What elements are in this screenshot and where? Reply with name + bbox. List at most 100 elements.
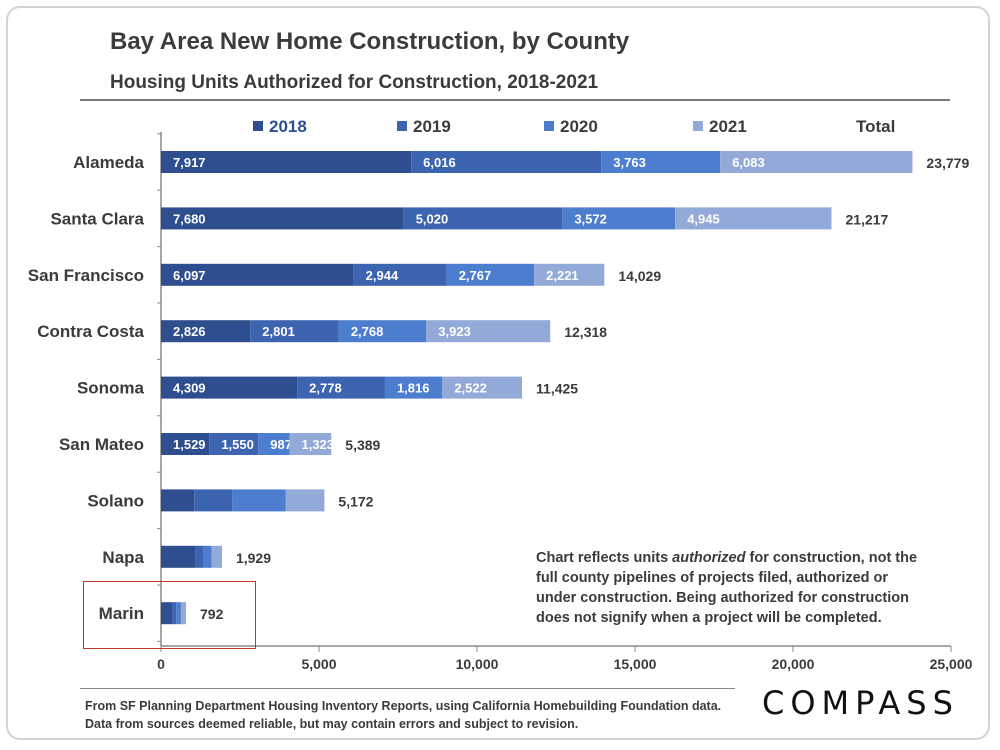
bar-value-label: 7,680 xyxy=(173,211,206,226)
total-label: 12,318 xyxy=(564,324,607,340)
bar-segment-2020 xyxy=(601,151,721,173)
x-tick-label: 25,000 xyxy=(930,656,973,672)
bar-segment-2018 xyxy=(161,376,298,399)
x-tick-label: 10,000 xyxy=(456,656,499,672)
bar-segment-2019 xyxy=(403,207,563,230)
category-label: Contra Costa xyxy=(37,322,144,341)
category-label: Napa xyxy=(102,548,144,567)
source-divider xyxy=(80,688,735,689)
legend-swatch-2019 xyxy=(397,121,407,131)
x-tick-label: 0 xyxy=(157,656,165,672)
bar-segment-2019 xyxy=(209,433,259,455)
x-tick-label: 20,000 xyxy=(772,656,815,672)
bar-value-label: 2,522 xyxy=(454,381,487,396)
bar-value-label: 5,020 xyxy=(416,211,449,226)
bar-value-label: 1,816 xyxy=(397,381,430,396)
legend-label-2020: 2020 xyxy=(560,117,598,136)
bar-segment-2018 xyxy=(161,207,404,230)
bar-segment-2019 xyxy=(172,602,177,625)
bar-segment-2020 xyxy=(203,545,212,568)
category-label: Sonoma xyxy=(77,379,145,398)
bar-value-label: 3,923 xyxy=(438,324,471,339)
category-label: San Mateo xyxy=(59,435,144,454)
total-label: 11,425 xyxy=(536,381,578,397)
category-label: Santa Clara xyxy=(50,209,144,228)
note-text-end: for construction, not the full county pi… xyxy=(536,550,918,626)
bar-value-label: 3,572 xyxy=(574,211,607,226)
x-tick-label: 5,000 xyxy=(301,656,336,672)
bar-value-label: 987 xyxy=(270,437,292,452)
title-divider xyxy=(80,99,950,101)
note-emphasis: authorized xyxy=(672,550,746,566)
legend-swatch-2020 xyxy=(544,121,554,131)
bar-value-label: 2,826 xyxy=(173,324,206,339)
chart-subtitle: Housing Units Authorized for Constructio… xyxy=(110,72,599,93)
total-label: 5,389 xyxy=(345,437,380,453)
bar-segment-2019 xyxy=(195,545,204,568)
stacked-bar-chart: 0 5,000 10,000 15,000 20,000 25,000 Alameda 7,9… xyxy=(28,117,973,672)
total-label: 14,029 xyxy=(618,268,661,284)
legend-label-total: Total xyxy=(856,117,895,136)
total-label: 23,779 xyxy=(926,155,969,171)
bar-segment-2021 xyxy=(426,320,551,343)
bar-segment-2019 xyxy=(250,320,339,343)
bar-segment-2018 xyxy=(161,433,210,455)
source-footnote: From SF Planning Department Housing Inve… xyxy=(85,699,722,731)
legend-label-2021: 2021 xyxy=(709,117,747,136)
bar-segment-2020 xyxy=(338,320,427,343)
bar-segment-2019 xyxy=(353,263,447,286)
bar-value-label: 6,097 xyxy=(173,268,206,283)
note-text-start: Chart reflects units xyxy=(536,550,673,566)
bar-value-label: 2,767 xyxy=(459,268,492,283)
total-label: 21,217 xyxy=(845,211,888,227)
bar-value-label: 2,778 xyxy=(309,381,342,396)
bar-segment-2021 xyxy=(211,545,222,568)
bar-segment-2021 xyxy=(289,433,332,455)
bar-segment-2021 xyxy=(442,376,523,399)
bar-segment-2019 xyxy=(297,376,385,399)
x-tick-label: 15,000 xyxy=(614,656,657,672)
bar-segment-2019 xyxy=(411,151,602,173)
bar-segment-2021 xyxy=(180,602,187,625)
bar-segment-2020 xyxy=(232,489,286,512)
chart-title: Bay Area New Home Construction, by Count… xyxy=(110,28,630,55)
bar-segment-2018 xyxy=(161,602,173,625)
bar-segment-2018 xyxy=(161,489,195,512)
bar-segment-2020 xyxy=(176,602,181,625)
category-label: San Francisco xyxy=(28,266,144,285)
bar-value-label: 4,945 xyxy=(687,211,720,226)
bar-value-label: 2,944 xyxy=(366,268,399,283)
bar-value-label: 6,083 xyxy=(732,155,765,170)
total-label: 792 xyxy=(200,606,224,622)
bar-segment-2021 xyxy=(534,263,605,286)
legend-swatch-2018 xyxy=(253,121,263,131)
bar-segment-2021 xyxy=(720,151,913,173)
bar-segment-2020 xyxy=(258,433,290,455)
bar-value-label: 2,768 xyxy=(351,324,384,339)
bar-segment-2020 xyxy=(562,207,676,230)
bar-segment-2019 xyxy=(194,489,233,512)
legend-label-2019: 2019 xyxy=(413,117,451,136)
bar-value-label: 2,221 xyxy=(546,268,579,283)
legend-label-2018: 2018 xyxy=(269,117,307,136)
bar-value-label: 7,917 xyxy=(173,155,206,170)
bar-segment-2018 xyxy=(161,263,354,286)
marin-highlight-box xyxy=(83,581,256,649)
bar-value-label: 1,323 xyxy=(301,437,334,452)
bar-value-label: 6,016 xyxy=(423,155,456,170)
bar-value-label: 3,763 xyxy=(613,155,646,170)
bar-segment-2018 xyxy=(161,320,251,343)
bar-segment-2020 xyxy=(446,263,535,286)
bar-segment-2020 xyxy=(384,376,443,399)
bar-segment-2018 xyxy=(161,545,196,568)
category-label: Solano xyxy=(87,491,144,510)
bar-value-label: 1,550 xyxy=(221,437,254,452)
compass-logo: COMPASS xyxy=(762,684,959,722)
chart-note: Chart reflects units authorized for cons… xyxy=(536,548,932,628)
category-label: Alameda xyxy=(73,153,144,172)
bar-segment-2018 xyxy=(161,151,412,173)
category-label: Marin xyxy=(99,604,144,623)
bar-segment-2021 xyxy=(285,489,325,512)
bar-segment-2021 xyxy=(675,207,832,230)
total-label: 1,929 xyxy=(236,550,271,566)
